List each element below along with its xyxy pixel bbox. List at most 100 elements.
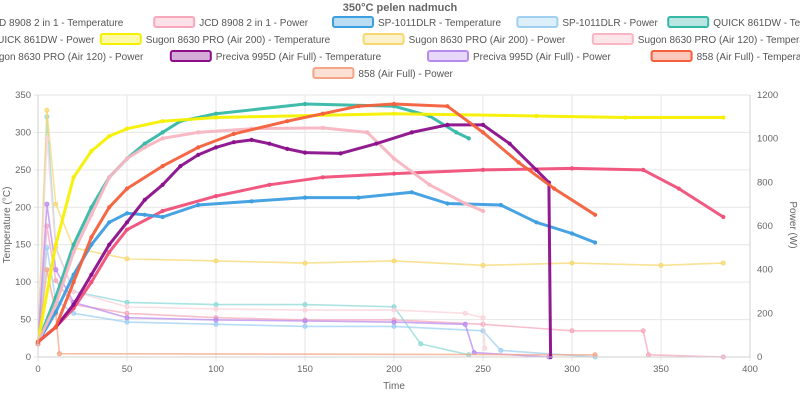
data-point [231,140,236,145]
data-point [89,205,94,210]
legend-swatch [667,16,710,28]
legend-item[interactable]: Sugon 8630 PRO (Air 200) - Temperature [99,33,331,46]
legend-label: 858 (Air Full) - Temperature [697,52,800,63]
series-sugon-8630-pro-air-120-temperature [35,125,486,345]
data-point [507,141,512,146]
legend-swatch [153,16,196,28]
data-point [178,164,183,169]
data-point [480,208,486,214]
series-line [37,225,725,358]
legend-label: JCD 8908 2 in 1 - Power [199,18,309,29]
data-point [124,310,130,316]
legend-item[interactable]: QUICK 861DW - Temperature [667,16,800,29]
data-point [160,119,165,124]
legend-label: 858 (Air Full) - Power [358,69,453,80]
x-axis-title: Time [383,381,405,392]
legend-item[interactable]: Preciva 995D (Air Full) - Power [427,50,611,63]
legend-swatch [362,33,405,45]
x-tick-label: 300 [564,364,580,375]
data-point [480,122,486,128]
data-point [418,341,424,347]
data-point [498,202,503,208]
legend-swatch [427,50,469,62]
y-tick-label: 250 [15,165,31,176]
data-point [213,194,219,199]
series-line [36,126,485,344]
data-point [124,220,130,225]
data-point [124,227,130,232]
data-point [160,182,165,187]
legend-item[interactable]: JCD 8908 2 in 1 - Temperature [0,17,124,29]
data-point [302,323,308,329]
data-point [124,315,130,321]
data-point [721,214,726,220]
data-point [320,111,325,116]
data-point [44,136,50,142]
data-point [302,318,308,324]
data-point [480,315,486,321]
data-point [320,175,325,180]
data-point [676,186,681,191]
legend-item[interactable]: 858 (Air Full) - Power [312,67,454,80]
data-point [480,130,486,135]
data-point [409,130,414,135]
legend-swatch [312,67,355,79]
data-point [71,242,76,247]
legend-item[interactable]: 858 (Air Full) - Temperature [650,50,800,63]
data-point [569,231,575,236]
x-tick-label: 0 [35,364,40,375]
series-line [36,190,597,344]
legend-item[interactable]: SP-1011DLR - Power [516,16,658,29]
series-preciva-995d-air-full-power [35,201,552,360]
data-point [569,328,575,334]
y-tick-label: 350 [15,90,31,101]
x-tick-label: 100 [208,364,224,375]
legend-item[interactable]: Sugon 8630 PRO (Air 200) - Power [362,33,566,46]
y-tick-label: 300 [15,127,31,138]
y-tick-label: 0 [26,352,31,363]
legend-item[interactable]: Preciva 995D (Air Full) - Temperature [169,50,382,63]
data-point [44,267,50,273]
legend-label: Preciva 995D (Air Full) - Power [473,52,611,63]
data-point [569,166,575,171]
data-point [534,113,539,119]
data-point [44,245,50,251]
data-point [71,302,76,307]
data-point [53,325,58,330]
series-preciva-995d-air-full-temperature [35,122,553,360]
data-point [391,111,397,116]
data-point [249,199,254,204]
legend-item[interactable]: QUICK 861DW - Power [0,34,95,46]
data-point [445,122,450,128]
x-tick-label: 400 [742,364,758,375]
data-point [391,156,397,161]
series-jcd-8908-2-in-1-temperature [35,166,726,345]
legend[interactable]: JCD 8908 2 in 1 - Temperature JCD 8908 2 … [0,16,800,80]
y-axis-title: Temperature (°C) [2,187,13,264]
data-point [302,195,308,200]
legend-item[interactable]: JCD 8908 2 in 1 - Power [153,16,309,29]
legend-item[interactable]: SP-1011DLR - Temperature [332,16,501,29]
data-point [302,150,308,155]
data-point [409,190,414,195]
data-point [71,175,76,180]
data-point [160,136,165,141]
data-point [516,160,521,165]
data-point [463,201,468,206]
data-point [720,260,726,266]
data-point [320,125,325,131]
data-point [267,182,272,187]
legend-swatch [332,16,374,28]
data-point [124,299,130,305]
data-point [498,347,504,353]
x-tick-label: 150 [297,364,313,375]
data-point [593,212,598,217]
legend-item[interactable]: Sugon 8630 PRO (Air 120) - Temperature [591,33,800,46]
data-point [89,235,94,240]
legend-item[interactable]: Sugon 8630 PRO (Air 120) - Power [0,51,144,63]
data-point [213,145,219,150]
data-point [569,260,575,266]
data-point [641,167,646,172]
data-point [107,250,112,255]
legend-label: SP-1011DLR - Temperature [378,18,501,29]
